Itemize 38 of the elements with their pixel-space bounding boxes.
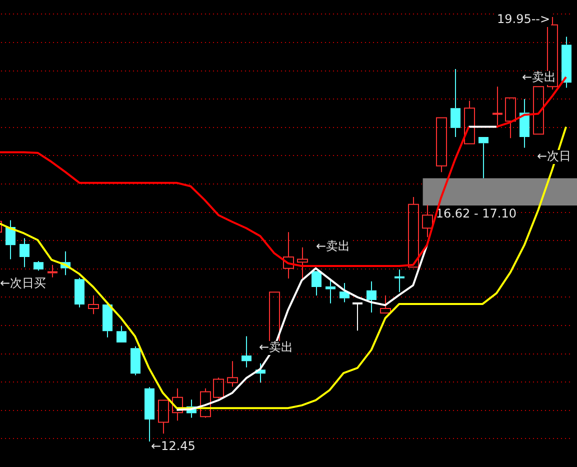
candlestick	[6, 220, 16, 260]
candlestick	[450, 68, 460, 138]
candlestick	[562, 36, 572, 88]
candlestick	[116, 326, 126, 342]
candlestick	[283, 232, 294, 279]
candlestick	[505, 97, 516, 139]
candlestick	[326, 278, 336, 304]
candlestick	[102, 302, 112, 338]
candlestick	[492, 86, 504, 126]
annotation: ←次日	[537, 149, 572, 164]
candlestick	[46, 264, 58, 278]
candlestick	[20, 238, 30, 268]
annotation: 19.95-->	[497, 12, 550, 26]
candlestick	[297, 246, 308, 279]
candlestick	[227, 360, 238, 388]
candlestick	[380, 294, 391, 314]
annotation: ←12.45	[151, 439, 196, 454]
candlestick	[478, 136, 488, 179]
candlestick	[394, 268, 406, 293]
annotation: ←卖出	[316, 239, 350, 254]
candlestick	[408, 196, 419, 268]
candlestick	[88, 294, 99, 315]
band-label: 16.62 - 17.10	[436, 206, 516, 221]
candlestick	[74, 277, 84, 308]
candlestick	[352, 302, 364, 332]
annotation: ←卖出	[522, 70, 556, 84]
candlestick	[130, 346, 140, 376]
candlestick	[422, 204, 433, 238]
candlestick	[464, 100, 475, 144]
candlestick	[172, 388, 183, 422]
candlestick	[312, 271, 322, 296]
candlestick	[340, 282, 350, 303]
candlestick	[158, 400, 169, 434]
candlestick	[144, 386, 154, 442]
annotation: ←次日买	[0, 276, 46, 290]
candlestick	[520, 98, 530, 148]
candlestick	[242, 336, 252, 368]
candlestick	[366, 280, 376, 313]
